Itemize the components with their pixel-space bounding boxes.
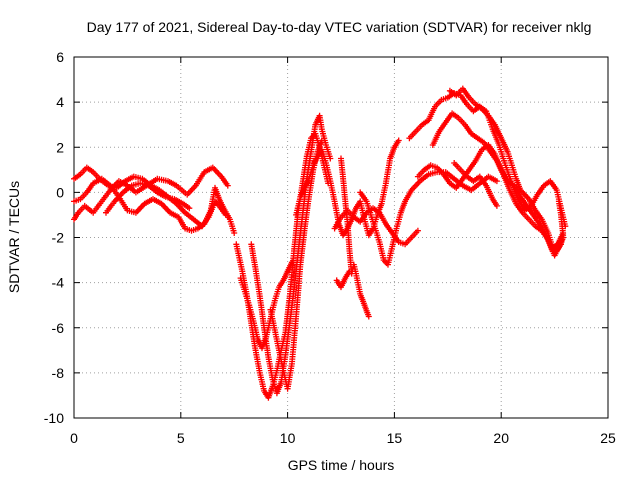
series-markers — [338, 155, 372, 320]
y-tick-label: -6 — [52, 320, 65, 336]
x-tick-label: 5 — [177, 430, 185, 446]
x-tick-label: 25 — [600, 430, 616, 446]
axis-ticks: 0 5 10 15 20 25 -10 -8 -6 -4 -2 0 2 4 6 — [44, 49, 616, 446]
series-markers — [357, 169, 500, 268]
y-tick-label: -2 — [52, 230, 65, 246]
y-tick-label: -8 — [52, 365, 65, 381]
series-9 — [293, 137, 402, 239]
y-tick-label: 4 — [56, 94, 64, 110]
series-markers — [333, 268, 353, 291]
y-tick-label: 0 — [56, 184, 64, 200]
y-tick-label: -10 — [44, 410, 64, 426]
series-16 — [429, 110, 567, 259]
y-axis-label: SDTVAR / TECUs — [6, 181, 22, 293]
series-10 — [338, 155, 372, 320]
series-markers — [331, 205, 421, 248]
series-13 — [357, 169, 500, 268]
chart-title: Day 177 of 2021, Sidereal Day-to-day VTE… — [87, 19, 592, 35]
series-4 — [103, 180, 193, 216]
series-markers — [293, 137, 402, 239]
x-axis-label: GPS time / hours — [288, 457, 395, 473]
series-14 — [406, 90, 569, 230]
x-tick-label: 15 — [387, 430, 403, 446]
grid — [74, 57, 608, 418]
data-series — [71, 85, 569, 401]
x-tick-label: 20 — [493, 430, 509, 446]
series-12 — [331, 205, 421, 248]
series-markers — [233, 130, 332, 401]
series-markers — [446, 85, 567, 254]
series-markers — [429, 110, 567, 259]
series-17 — [446, 85, 567, 254]
x-tick-label: 10 — [280, 430, 296, 446]
y-tick-label: 6 — [56, 49, 64, 65]
series-markers — [103, 180, 193, 216]
series-11 — [333, 268, 353, 291]
series-markers — [451, 160, 500, 209]
series-5 — [233, 130, 332, 401]
x-tick-label: 0 — [70, 430, 78, 446]
series-markers — [406, 90, 569, 230]
y-tick-label: 2 — [56, 139, 64, 155]
y-tick-label: -4 — [52, 275, 65, 291]
series-18 — [451, 160, 500, 209]
